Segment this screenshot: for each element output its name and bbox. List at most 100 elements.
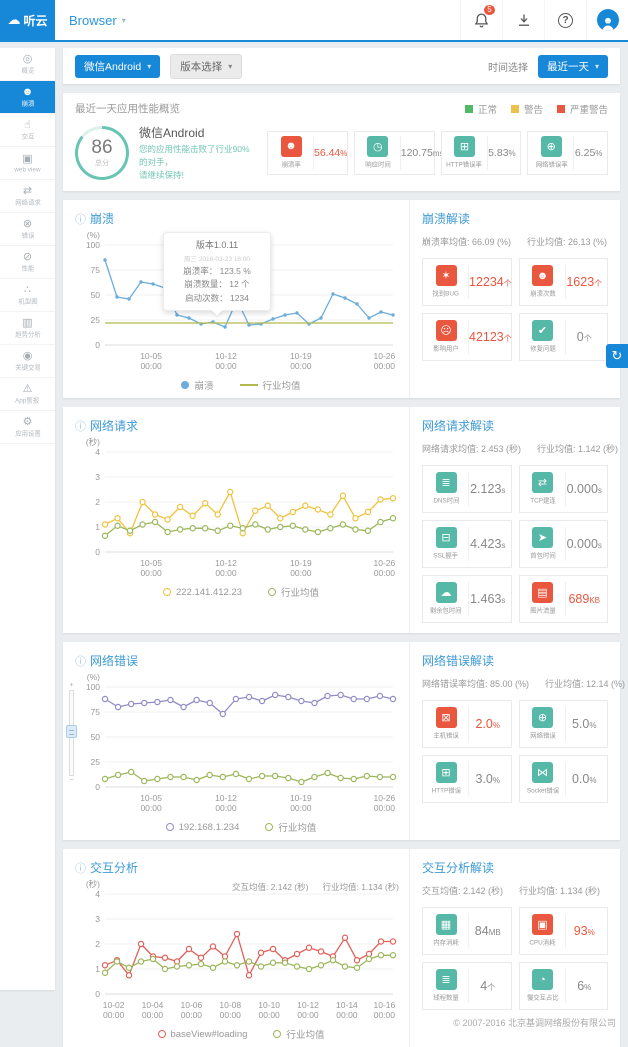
metric-icon: ⇄ xyxy=(532,472,553,494)
metric-icon: ⊞ xyxy=(454,135,475,157)
sidebar-item-label: 崩溃 xyxy=(21,99,34,107)
network-request-legend: 222.141.412.23 行业均值 xyxy=(75,585,407,599)
svg-text:10-10: 10-10 xyxy=(258,1000,280,1010)
overview-card: 最近一天应用性能概览 正常 警告 严重警告 xyxy=(63,93,620,192)
download-button[interactable] xyxy=(502,0,544,40)
svg-text:0: 0 xyxy=(95,989,100,999)
sidebar-item[interactable]: ◎ 概览 xyxy=(0,48,55,81)
legend-label: 行业均值 xyxy=(286,1030,325,1042)
user-menu-button[interactable] xyxy=(586,0,628,40)
metric-icon: ≣ xyxy=(435,472,457,494)
metric-value: 5.0% xyxy=(571,717,597,732)
sidebar-item-icon: ⚠ xyxy=(22,382,33,395)
svg-text:10-19: 10-19 xyxy=(290,558,312,568)
info-icon[interactable]: ⓘ xyxy=(75,862,86,875)
app-select[interactable]: 微信Android ▾ xyxy=(75,54,161,78)
metric-card: ⊕ 网络错误率 6.25% xyxy=(527,130,608,175)
slider-minus[interactable]: − xyxy=(69,777,74,785)
sidebar-item-icon: ▥ xyxy=(22,316,33,329)
help-button[interactable]: ? xyxy=(544,0,586,40)
sidebar-item-label: App警报 xyxy=(15,396,40,404)
legend-item[interactable]: 行业均值 xyxy=(268,585,319,599)
legend-item[interactable]: 行业均值 xyxy=(273,1027,324,1041)
interaction-title-text: 交互分析 xyxy=(90,861,139,876)
product-switcher[interactable]: Browser ▾ xyxy=(69,0,126,40)
crash-panel-title: 崩溃解读 xyxy=(422,212,471,227)
slider-handle[interactable] xyxy=(66,724,77,738)
legend-item[interactable]: 崩溃 xyxy=(181,378,214,392)
logo-text: 听云 xyxy=(23,13,48,28)
interaction-chart-zone: ⓘ 交互分析 交互均值: 2.142 (秒) 行业均值: 1.134 (秒) 0… xyxy=(63,849,409,1047)
legend-item[interactable]: baseView#loading xyxy=(157,1027,247,1041)
metric-value: 120.75ms xyxy=(400,146,444,159)
metric-icon: ⊟ xyxy=(435,527,457,549)
legend-marker xyxy=(181,381,190,390)
chart-tooltip: 版本1.0.11 周三 2016-03-23 16:00 崩溃率： 123.5 … xyxy=(163,232,271,311)
slider-track[interactable] xyxy=(66,690,77,777)
network-error-chart-title: ⓘ 网络错误 xyxy=(75,652,407,669)
svg-text:10-05: 10-05 xyxy=(140,351,162,361)
chevron-down-icon: ▾ xyxy=(594,61,599,71)
sidebar-item[interactable]: ◉ 关键交易 xyxy=(0,345,55,378)
metric-icon: ≣ xyxy=(435,969,457,991)
svg-text:1: 1 xyxy=(95,964,100,974)
sidebar-item[interactable]: ⇄ 网络请求 xyxy=(0,180,55,213)
metric-icon: ⊕ xyxy=(532,707,553,729)
sidebar-item[interactable]: ☝ 交互 xyxy=(0,114,55,147)
network-error-panel-stats: 网络错误率均值: 85.00 (%) 行业均值: 12.14 (%) xyxy=(422,677,625,690)
sidebar-item-label: 趋势分析 xyxy=(14,330,41,338)
main-content: 微信Android ▾ 版本选择 ▾ 时间选择 最近一天 ▾ 最近一天应用性能概… xyxy=(63,48,625,1047)
metric-card: ≣ DNS时间 2.123s xyxy=(422,465,512,514)
crash-panel: 崩溃解读 崩溃率均值: 66.09 (%) 行业均值: 26.13 (%) ✶ … xyxy=(409,200,620,399)
legend-item[interactable]: 行业均值 xyxy=(265,820,316,834)
sidebar-item[interactable]: ▣ web view xyxy=(0,147,55,180)
svg-text:0: 0 xyxy=(95,547,100,557)
svg-text:00:00: 00:00 xyxy=(290,568,312,578)
sidebar-item[interactable]: ∴ 机型图 xyxy=(0,279,55,312)
svg-text:75: 75 xyxy=(91,707,101,717)
sidebar-item[interactable]: ⚙ 应用设置 xyxy=(0,411,55,444)
legend-label: 正常 xyxy=(477,104,497,116)
svg-text:10-12: 10-12 xyxy=(297,1000,319,1010)
feedback-float-button[interactable]: ↻ xyxy=(606,344,628,368)
time-range-select[interactable]: 最近一天 ▾ xyxy=(537,54,608,78)
performance-summary-line1: 您的应用性能击败了行业90%的对手， xyxy=(139,144,250,167)
metric-icon: ☻ xyxy=(280,135,302,157)
info-icon[interactable]: ⓘ xyxy=(75,213,86,226)
header-actions: 5 ? xyxy=(460,0,628,40)
metric-card: ✶ 找到BUG 12234个 xyxy=(422,258,512,307)
version-select[interactable]: 版本选择 ▾ xyxy=(170,53,243,79)
sidebar-item[interactable]: ⚠ App警报 xyxy=(0,378,55,411)
svg-text:100: 100 xyxy=(86,682,100,692)
metric-card: ⊞ HTTP错误率 5.83% xyxy=(440,130,522,175)
legend-swatch xyxy=(464,104,473,113)
sidebar-item-label: web view xyxy=(14,165,41,173)
info-icon[interactable]: ⓘ xyxy=(75,420,86,433)
metric-value: 0.000s xyxy=(566,482,602,497)
score-ring: 86 总分 xyxy=(75,125,129,180)
interaction-chart-annotation: 交互均值: 2.142 (秒) 行业均值: 1.134 (秒) xyxy=(232,881,399,893)
network-request-section: ⓘ 网络请求 0 1 2 3 4 (秒) 10-05 00:00 10-12 00:00 10-19… xyxy=(63,407,620,634)
sidebar-item[interactable]: ⊗ 错误 xyxy=(0,213,55,246)
svg-text:00:00: 00:00 xyxy=(290,803,312,813)
sidebar-item[interactable]: ▥ 趋势分析 xyxy=(0,312,55,345)
metric-card: ⋈ Socket错误 0.0% xyxy=(518,755,608,804)
legend-item[interactable]: 222.141.412.23 xyxy=(162,585,242,599)
svg-text:00:00: 00:00 xyxy=(374,361,396,371)
interaction-chart: 01234(秒)10-0200:0010-0400:0010-0600:0010… xyxy=(86,879,397,1020)
slider-plus[interactable]: + xyxy=(69,682,74,690)
metric-icon: ✶ xyxy=(435,265,457,287)
sidebar-item[interactable]: ⊘ 性能 xyxy=(0,246,55,279)
crash-panel-cards: ✶ 找到BUG 12234个 ☻ 崩溃次数 1623个 xyxy=(422,258,608,362)
svg-text:4: 4 xyxy=(95,889,100,899)
app-logo[interactable]: ☁ 听云 xyxy=(0,0,55,40)
legend-item[interactable]: 192.168.1.234 xyxy=(165,820,239,834)
sidebar-item[interactable]: ☻ 崩溃 xyxy=(0,81,55,114)
notifications-button[interactable]: 5 xyxy=(460,0,502,40)
sidebar-item-label: 关键交易 xyxy=(14,363,41,371)
svg-text:(%): (%) xyxy=(87,672,100,682)
chevron-down-icon: ▾ xyxy=(228,61,233,71)
legend-item[interactable]: 行业均值 xyxy=(239,378,301,392)
legend-marker xyxy=(239,384,258,387)
info-icon[interactable]: ⓘ xyxy=(75,655,86,668)
